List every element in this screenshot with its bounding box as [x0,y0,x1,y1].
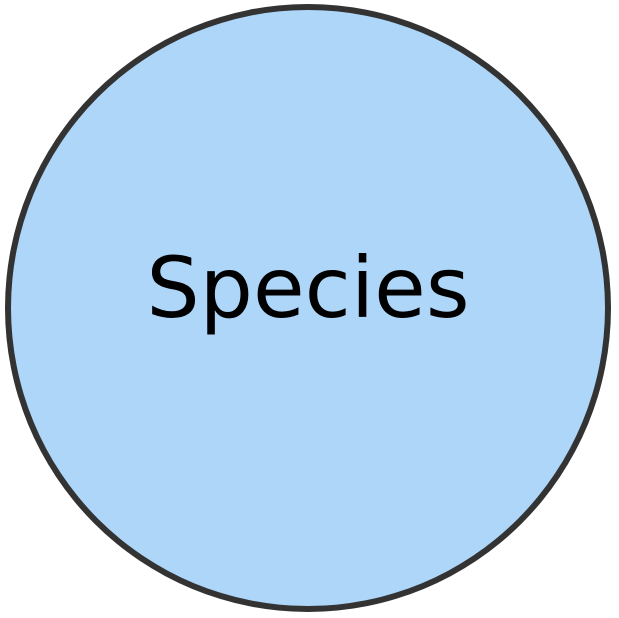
species-node-label: Species [146,239,470,337]
species-node[interactable]: Species [5,4,611,612]
